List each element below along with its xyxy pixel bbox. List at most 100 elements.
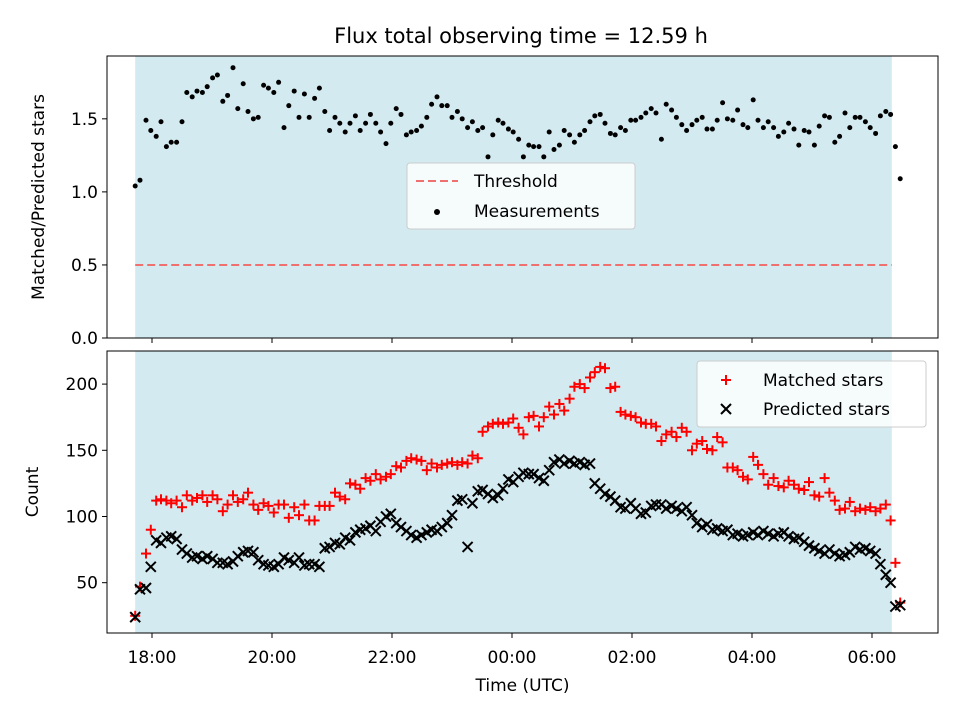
- x-tick-label: 18:00: [128, 648, 177, 668]
- predicted-star-point: [869, 547, 882, 560]
- measurement-point: [163, 144, 169, 150]
- predicted-star-point: [395, 521, 407, 533]
- matched-star-point: [630, 412, 641, 423]
- matched-star-point: [589, 367, 600, 378]
- matched-star-point: [691, 438, 702, 449]
- matched-star-point: [228, 490, 238, 501]
- measurement-point: [434, 94, 440, 100]
- measurement-point: [240, 81, 246, 87]
- measurement-point: [781, 129, 787, 135]
- measurement-point: [837, 133, 843, 139]
- measurement-point: [704, 126, 710, 132]
- predicted-star-point: [680, 501, 693, 513]
- y-tick-label: 1.5: [71, 110, 98, 130]
- measurement-point: [347, 120, 353, 126]
- matched-star-point: [585, 372, 595, 383]
- measurement-point: [454, 109, 460, 115]
- matched-star-point: [447, 457, 457, 468]
- predicted-star-point: [466, 497, 479, 509]
- matched-star-point: [880, 499, 891, 510]
- matched-star-point: [671, 432, 682, 443]
- matched-star-point: [875, 503, 886, 514]
- measurement-point: [694, 117, 700, 123]
- measurement-point: [653, 110, 659, 116]
- matched-star-point: [544, 401, 555, 412]
- x-tick-label: 00:00: [488, 648, 537, 668]
- measurement-point: [337, 120, 343, 126]
- measurement-point: [414, 128, 420, 134]
- measurement-point: [357, 128, 363, 134]
- measurement-point: [306, 114, 312, 120]
- matched-star-point: [355, 483, 366, 494]
- predicted-star-point: [140, 582, 152, 594]
- measurement-point: [873, 130, 879, 136]
- measurement-point: [495, 117, 501, 123]
- matched-star-point: [467, 450, 478, 461]
- measurement-point: [536, 144, 542, 150]
- measurement-point: [658, 136, 664, 142]
- matched-star-point: [748, 451, 759, 462]
- y-tick-label: 1.0: [71, 183, 98, 203]
- measurement-point: [327, 128, 333, 134]
- matched-star-point: [681, 426, 692, 437]
- matched-star-point: [554, 398, 565, 409]
- measurement-point: [633, 117, 639, 123]
- matched-star-point: [687, 445, 697, 456]
- matched-star-point: [411, 454, 422, 465]
- matched-star-point: [885, 515, 896, 526]
- measurement-point: [398, 111, 404, 117]
- matched-star-point: [799, 485, 810, 496]
- matched-star-point: [778, 482, 789, 493]
- predicted-star-point: [752, 529, 764, 541]
- matched-star-point: [238, 494, 249, 505]
- x-tick-label: 06:00: [848, 648, 897, 668]
- matched-star-point: [773, 481, 784, 492]
- matched-star-point: [477, 426, 488, 437]
- measurement-point: [505, 126, 511, 132]
- matched-star-point: [523, 412, 534, 423]
- bottom-panel: 50 100 150 200 18:00 20:00 22:00 00:00 02:00 04:…: [23, 350, 939, 696]
- measurement-point: [439, 103, 445, 109]
- matched-star-point: [365, 475, 376, 486]
- measurement-point: [750, 97, 756, 103]
- measurement-point: [786, 120, 792, 126]
- measurement-point: [638, 114, 644, 120]
- measurement-point: [235, 106, 241, 112]
- matched-star-point: [814, 491, 825, 502]
- matched-star-point: [717, 437, 728, 448]
- measurement-point: [271, 90, 277, 96]
- measurement-point: [480, 125, 486, 131]
- measurement-point: [296, 114, 302, 120]
- matched-star-point: [559, 405, 570, 416]
- matched-star-point: [707, 445, 718, 456]
- matched-star-point: [508, 413, 519, 424]
- measurement-point: [265, 85, 271, 91]
- matched-star-point: [890, 557, 901, 568]
- measurement-point: [811, 142, 817, 148]
- measurement-point: [220, 98, 226, 104]
- matched-star-point: [829, 495, 840, 506]
- measurement-point: [189, 94, 195, 100]
- top-y-ticks: 0.0 0.5 1.0 1.5: [71, 110, 107, 349]
- measurement-point: [842, 110, 848, 116]
- measurement-point: [622, 128, 628, 134]
- measurement-point: [245, 109, 251, 115]
- measurement-point: [679, 122, 685, 128]
- matched-star-point: [651, 421, 661, 432]
- measurement-point: [281, 125, 287, 131]
- predicted-star-point: [884, 576, 897, 589]
- matched-star-point: [396, 462, 406, 473]
- matched-star-point: [299, 499, 310, 510]
- matched-star-point: [156, 494, 166, 505]
- y-tick-label: 0.5: [71, 256, 98, 276]
- measurement-point: [556, 142, 562, 148]
- measurement-point: [230, 65, 236, 71]
- matched-star-point: [809, 490, 820, 501]
- measurement-point: [255, 114, 261, 120]
- matched-star-point: [605, 383, 616, 394]
- predicted-star-point: [874, 558, 887, 570]
- predicted-star-point: [880, 569, 892, 581]
- matched-star-point: [819, 473, 830, 484]
- matched-star-point: [416, 455, 427, 466]
- measurement-point: [775, 133, 781, 139]
